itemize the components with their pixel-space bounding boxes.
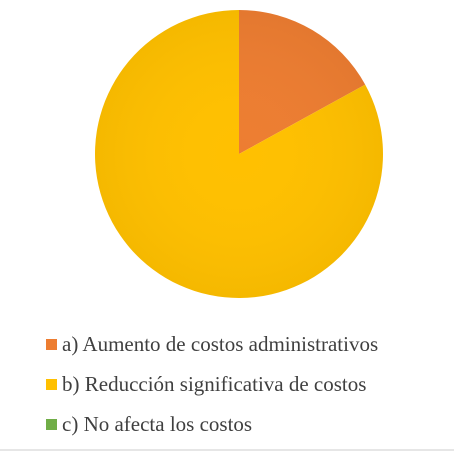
pie-chart — [95, 10, 384, 298]
pie-slices — [95, 10, 384, 298]
legend-label-c: c) No afecta los costos — [62, 411, 253, 436]
legend-item-b: b) Reducción significativa de costos — [46, 364, 450, 404]
legend-label-b: b) Reducción significativa de costos — [62, 371, 367, 396]
legend-label-a: a) Aumento de costos administrativos — [62, 331, 379, 356]
pie-shading — [95, 10, 383, 298]
legend-swatch-b — [46, 378, 57, 390]
legend-swatch-a — [46, 338, 57, 350]
legend-swatch-c — [46, 418, 57, 430]
bottom-divider — [0, 449, 454, 451]
legend-item-c: c) No afecta los costos — [46, 404, 450, 444]
legend: a) Aumento de costos administrativos b) … — [46, 324, 450, 444]
legend-item-a: a) Aumento de costos administrativos — [46, 324, 450, 364]
